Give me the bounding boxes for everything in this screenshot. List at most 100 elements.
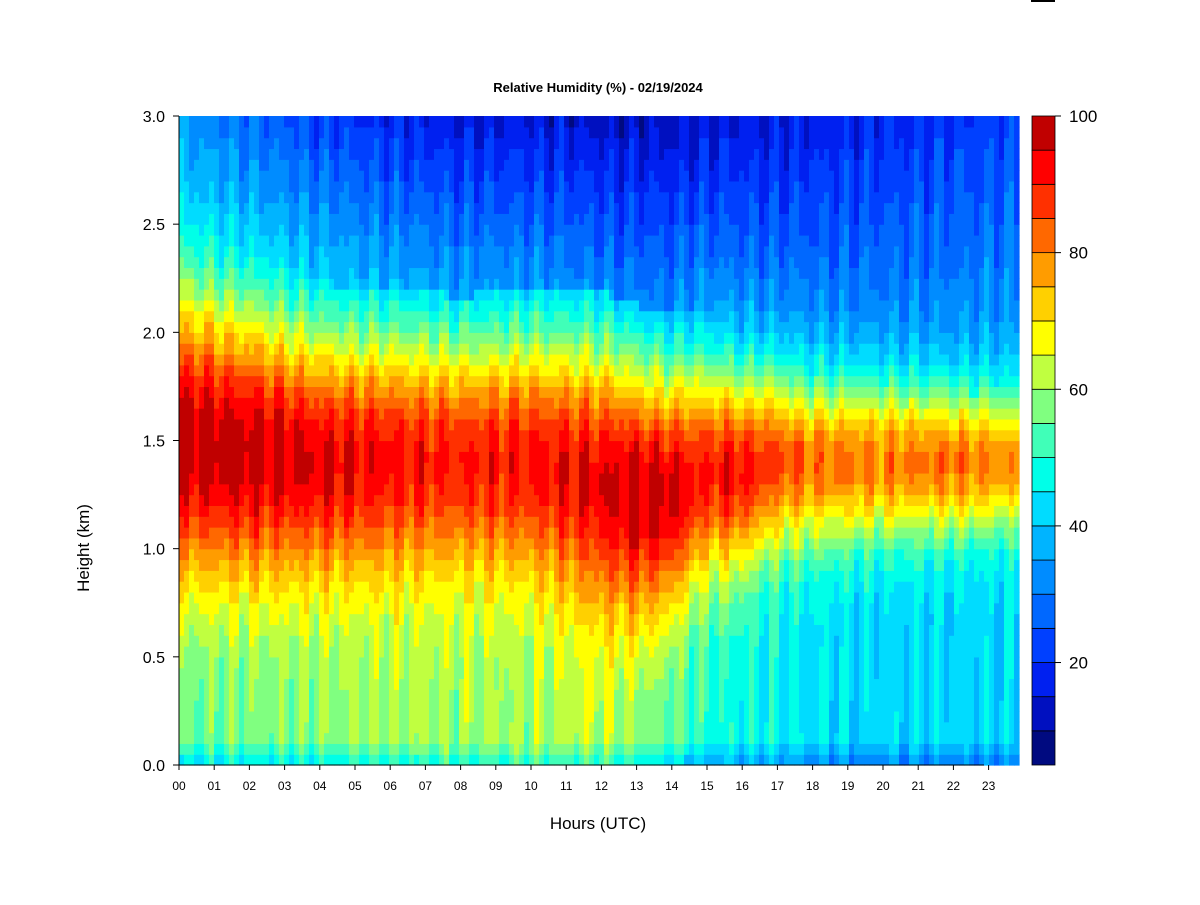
heatmap-cell [469, 537, 475, 550]
heatmap-cell [529, 591, 535, 604]
heatmap-cell [589, 494, 595, 506]
heatmap-cell [449, 256, 455, 269]
heatmap-cell [419, 440, 425, 452]
heatmap-cell [369, 213, 375, 225]
heatmap-cell [399, 635, 405, 647]
heatmap-cell [354, 343, 360, 355]
heatmap-cell [189, 429, 195, 442]
heatmap-cell [209, 646, 215, 658]
heatmap-cell [544, 429, 550, 442]
heatmap-cell [319, 743, 325, 755]
heatmap-cell [424, 710, 430, 723]
heatmap-cell [389, 646, 395, 658]
heatmap-cell [579, 202, 585, 214]
heatmap-cell [324, 451, 330, 463]
heatmap-cell [239, 170, 245, 182]
heatmap-cell [339, 191, 345, 204]
heatmap-cell [379, 148, 385, 160]
heatmap-cell [184, 656, 190, 669]
heatmap-cell [409, 418, 415, 431]
heatmap-cell [539, 299, 545, 312]
heatmap-cell [334, 624, 340, 636]
heatmap-cell [329, 667, 335, 680]
heatmap-cell [514, 397, 520, 409]
heatmap-cell [534, 483, 540, 496]
heatmap-cell [579, 527, 585, 539]
heatmap-cell [279, 180, 285, 193]
heatmap-cell [209, 386, 215, 398]
heatmap-cell [304, 364, 310, 377]
heatmap-cell [249, 191, 255, 204]
heatmap-cell [489, 159, 495, 171]
heatmap-cell [509, 678, 515, 690]
heatmap-cell [304, 689, 310, 701]
heatmap-cell [519, 743, 525, 755]
heatmap-cell [494, 656, 500, 669]
heatmap-cell [189, 267, 195, 279]
heatmap-cell [294, 516, 300, 528]
heatmap-cell [389, 721, 395, 734]
heatmap-cell [379, 570, 385, 582]
heatmap-cell [239, 462, 245, 474]
heatmap-cell [309, 310, 315, 323]
heatmap-cell [264, 721, 270, 734]
heatmap-cell [464, 462, 470, 474]
heatmap-cell [419, 170, 425, 182]
heatmap-cell [444, 646, 450, 658]
heatmap-cell [589, 700, 595, 712]
heatmap-cell [309, 364, 315, 377]
heatmap-cell [529, 429, 535, 442]
heatmap-cell [229, 224, 235, 236]
heatmap-cell [249, 353, 255, 366]
heatmap-cell [569, 602, 575, 615]
heatmap-cell [569, 559, 575, 571]
heatmap-cell [239, 289, 245, 301]
heatmap-cell [384, 635, 390, 647]
heatmap-cell [424, 754, 430, 766]
heatmap-cell [454, 170, 460, 182]
heatmap-cell [564, 256, 570, 269]
heatmap-cell [179, 667, 185, 680]
heatmap-cell [214, 732, 220, 744]
heatmap-cell [249, 299, 255, 312]
heatmap-cell [484, 202, 490, 214]
heatmap-cell [209, 256, 215, 269]
heatmap-cell [544, 116, 550, 128]
heatmap-cell [324, 418, 330, 431]
heatmap-cell [549, 591, 555, 604]
heatmap-cell [239, 591, 245, 604]
heatmap-cell [319, 397, 325, 409]
heatmap-cell [484, 483, 490, 496]
heatmap-cell [194, 559, 200, 571]
heatmap-cell [359, 224, 365, 236]
heatmap-cell [279, 267, 285, 279]
heatmap-cell [414, 299, 420, 312]
heatmap-cell [484, 191, 490, 204]
heatmap-cell [424, 408, 430, 420]
heatmap-cell [339, 483, 345, 496]
heatmap-cell [484, 537, 490, 550]
heatmap-cell [469, 418, 475, 431]
heatmap-cell [339, 418, 345, 431]
heatmap-cell [394, 159, 400, 171]
heatmap-cell [504, 472, 510, 485]
heatmap-cell [364, 234, 370, 247]
heatmap-cell [224, 537, 230, 550]
heatmap-cell [539, 289, 545, 301]
heatmap-cell [249, 721, 255, 734]
heatmap-cell [334, 689, 340, 701]
heatmap-cell [349, 548, 355, 561]
heatmap-cell [344, 256, 350, 269]
heatmap-cell [549, 732, 555, 744]
heatmap-cell [419, 116, 425, 128]
heatmap-cell [554, 418, 560, 431]
heatmap-cell [289, 310, 295, 323]
heatmap-cell [309, 299, 315, 312]
heatmap-cell [434, 245, 440, 258]
heatmap-cell [374, 159, 380, 171]
heatmap-cell [319, 516, 325, 528]
heatmap-cell [479, 505, 485, 517]
heatmap-cell [414, 116, 420, 128]
heatmap-cell [519, 646, 525, 658]
heatmap-cell [464, 494, 470, 506]
